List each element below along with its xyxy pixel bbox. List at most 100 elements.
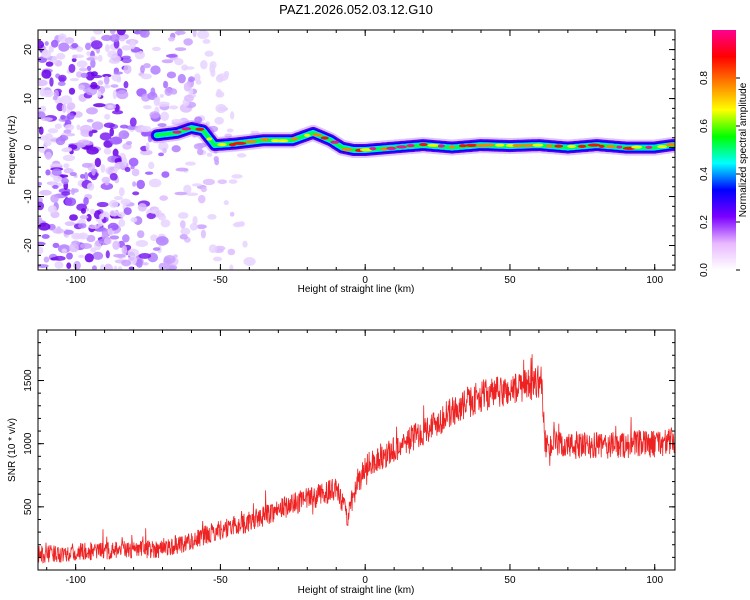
noise-blob [109, 172, 118, 181]
ridge-hotspot [217, 142, 227, 147]
noise-blob [242, 240, 248, 248]
noise-blob [232, 222, 243, 228]
noise-blob [146, 212, 156, 220]
noise-blob [71, 42, 79, 49]
noise-blob [177, 73, 186, 84]
snr-plot-area [38, 330, 675, 570]
noise-blob [83, 196, 89, 206]
noise-blob [188, 76, 195, 83]
noise-blob [215, 91, 225, 98]
noise-blob [94, 157, 102, 168]
noise-blob [137, 203, 147, 212]
noise-blob [132, 181, 137, 187]
noise-blob [189, 222, 198, 231]
noise-blob [58, 74, 67, 82]
noise-blob [183, 184, 192, 194]
noise-blob [66, 102, 76, 110]
noise-blob [78, 254, 85, 258]
noise-blob [113, 265, 118, 270]
ridge-hotspot [645, 145, 653, 149]
noise-blob [179, 233, 188, 240]
ridge-hotspot [512, 143, 524, 148]
noise-blob [197, 30, 210, 40]
noise-blob [64, 37, 75, 44]
noise-blob [200, 186, 207, 193]
noise-blob [143, 63, 151, 69]
noise-blob [38, 79, 48, 87]
noise-blob [165, 54, 178, 58]
noise-blob [205, 121, 210, 126]
noise-blob [61, 191, 71, 196]
noise-blob [109, 34, 121, 43]
noise-blob [227, 248, 236, 256]
noise-blob [86, 234, 96, 243]
noise-blob [217, 179, 228, 185]
ridge-hotspot [320, 136, 329, 140]
noise-blob [38, 40, 45, 49]
colorbar: 0.0 0.2 0.4 0.6 0.8 Normalized spectral ampl… [699, 30, 749, 277]
spectrogram-x-label: Height of straight line (km) [298, 284, 415, 295]
noise-blob [128, 157, 139, 167]
ridge-hotspot [505, 143, 516, 148]
noise-blob [80, 72, 88, 78]
noise-blob [135, 239, 149, 248]
noise-blob [97, 220, 104, 227]
noise-blob [38, 201, 45, 211]
noise-blob [68, 63, 76, 73]
noise-blob [161, 171, 170, 178]
noise-blob [108, 227, 113, 235]
noise-blob [114, 196, 123, 201]
noise-blob [136, 230, 145, 239]
noise-blob [40, 117, 53, 122]
noise-blob [152, 46, 161, 52]
noise-blob [175, 167, 189, 172]
noise-blob [138, 252, 152, 259]
colorbar-ticks: 0.0 0.2 0.4 0.6 0.8 [699, 71, 740, 277]
chart-title: PAZ1.2026.052.03.12.G10 [279, 2, 433, 17]
noise-blob [193, 143, 204, 150]
noise-blob [100, 164, 106, 173]
noise-blob [161, 59, 174, 64]
noise-blob [101, 176, 111, 184]
noise-blob [57, 81, 66, 87]
noise-blob [180, 227, 191, 236]
noise-blob [183, 82, 192, 92]
ridge-hotspot [532, 143, 544, 147]
noise-blob [72, 54, 78, 59]
noise-blob [180, 220, 186, 229]
noise-blob [81, 162, 93, 168]
noise-blob [171, 145, 181, 153]
noise-blob [174, 47, 187, 52]
noise-blob [84, 171, 89, 182]
noise-blob [61, 177, 69, 185]
noise-blob [78, 67, 88, 72]
noise-blob [148, 178, 162, 188]
noise-blob [38, 181, 43, 186]
noise-blob [215, 74, 224, 83]
noise-blob [69, 214, 78, 221]
snr-frame [37, 329, 676, 571]
noise-blob [117, 266, 123, 270]
noise-blob [121, 45, 132, 51]
noise-blob [48, 45, 54, 53]
ridge-hotspot [458, 144, 467, 148]
colorbar-bar [712, 30, 736, 270]
noise-blob [229, 211, 235, 217]
noise-blob [92, 251, 104, 260]
noise-blob [144, 171, 154, 175]
noise-blob [185, 192, 199, 197]
noise-blob [64, 221, 75, 227]
noise-blob [56, 52, 66, 60]
noise-blob [164, 87, 173, 96]
noise-blob [59, 174, 69, 178]
noise-blob [157, 214, 167, 221]
noise-blob [78, 84, 86, 91]
ridge-hotspot [449, 145, 455, 149]
noise-blob [196, 148, 204, 156]
noise-blob [64, 124, 75, 131]
snr-x-label: Height of straight line (km) [298, 585, 415, 596]
ridge-hotspot [598, 144, 605, 149]
noise-blob [229, 111, 235, 120]
